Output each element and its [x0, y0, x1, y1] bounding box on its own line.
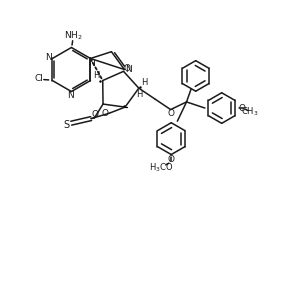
- Text: N: N: [67, 91, 74, 100]
- Text: N: N: [88, 59, 95, 68]
- Text: O: O: [102, 109, 109, 118]
- Text: H: H: [93, 71, 100, 81]
- Text: O: O: [167, 109, 174, 118]
- Text: H: H: [141, 78, 148, 87]
- Text: O: O: [124, 64, 131, 73]
- Text: NH$_2$: NH$_2$: [64, 30, 82, 42]
- Text: N: N: [125, 65, 132, 74]
- Text: CH$_3$: CH$_3$: [241, 106, 259, 118]
- Text: O: O: [238, 104, 245, 113]
- Text: Cl: Cl: [34, 75, 43, 83]
- Text: S: S: [63, 120, 69, 130]
- Text: N: N: [45, 53, 52, 62]
- Text: O: O: [91, 110, 99, 119]
- Text: O: O: [168, 155, 175, 164]
- Text: H: H: [136, 90, 143, 99]
- Text: H$_3$CO: H$_3$CO: [149, 161, 174, 174]
